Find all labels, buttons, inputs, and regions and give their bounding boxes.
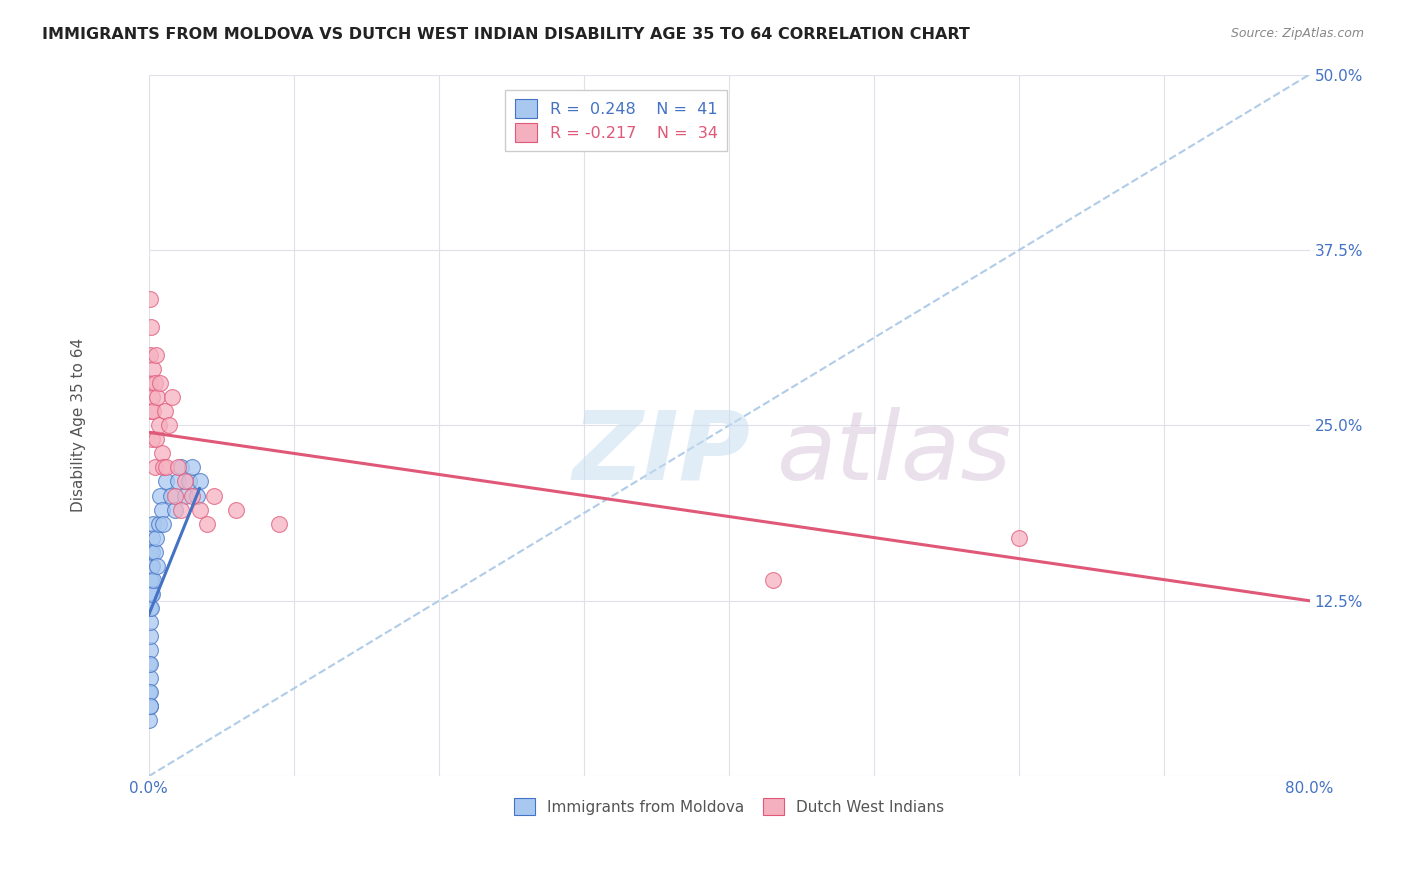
Text: atlas: atlas [776,407,1011,500]
Point [138,292,160,306]
Point [139,376,162,391]
Point [152,460,174,475]
Point [139,558,162,573]
Point [166,460,188,475]
Point [155,475,177,489]
Point [141,433,163,447]
Point [174,489,197,503]
Point [139,600,162,615]
Point [163,489,186,503]
Point [141,390,163,404]
Point [139,348,162,362]
Point [225,502,247,516]
Point [138,657,160,671]
Point [138,643,160,657]
Point [150,446,173,460]
Point [166,475,188,489]
Point [139,320,162,334]
Point [142,362,165,376]
Point [143,544,166,558]
Point [269,516,291,531]
Point [148,516,170,531]
Point [145,433,167,447]
Point [138,713,160,727]
Point [160,390,183,404]
Point [149,376,172,391]
Point [148,418,170,433]
Point [142,516,165,531]
Point [139,685,162,699]
Point [145,531,167,545]
Point [181,489,204,503]
Y-axis label: Disability Age 35 to 64: Disability Age 35 to 64 [72,338,86,512]
Point [139,671,162,685]
Point [152,516,174,531]
Point [143,460,166,475]
Text: Source: ZipAtlas.com: Source: ZipAtlas.com [1230,27,1364,40]
Point [762,573,785,587]
Point [159,489,181,503]
Point [153,404,176,418]
Legend: Immigrants from Moldova, Dutch West Indians: Immigrants from Moldova, Dutch West Indi… [505,789,953,825]
Point [139,629,162,643]
Point [188,475,211,489]
Point [138,698,160,713]
Point [146,558,169,573]
Point [141,587,163,601]
Point [139,573,162,587]
Text: IMMIGRANTS FROM MOLDOVA VS DUTCH WEST INDIAN DISABILITY AGE 35 TO 64 CORRELATION: IMMIGRANTS FROM MOLDOVA VS DUTCH WEST IN… [42,27,970,42]
Point [195,516,218,531]
Point [139,573,162,587]
Point [141,558,163,573]
Point [202,489,225,503]
Point [141,531,163,545]
Point [139,600,162,615]
Point [163,502,186,516]
Point [139,615,162,629]
Point [155,460,177,475]
Point [143,376,166,391]
Point [157,418,180,433]
Point [149,489,172,503]
Point [142,573,165,587]
Text: ZIP: ZIP [572,407,751,500]
Point [146,390,169,404]
Point [181,460,204,475]
Point [139,698,162,713]
Point [141,544,163,558]
Point [138,685,160,699]
Point [139,544,162,558]
Point [169,502,191,516]
Point [142,404,165,418]
Point [174,475,197,489]
Point [179,475,201,489]
Point [139,587,162,601]
Point [169,460,191,475]
Point [1008,531,1031,545]
Point [139,657,162,671]
Point [145,348,167,362]
Point [139,404,162,418]
Point [150,502,173,516]
Point [188,502,211,516]
Point [186,489,208,503]
